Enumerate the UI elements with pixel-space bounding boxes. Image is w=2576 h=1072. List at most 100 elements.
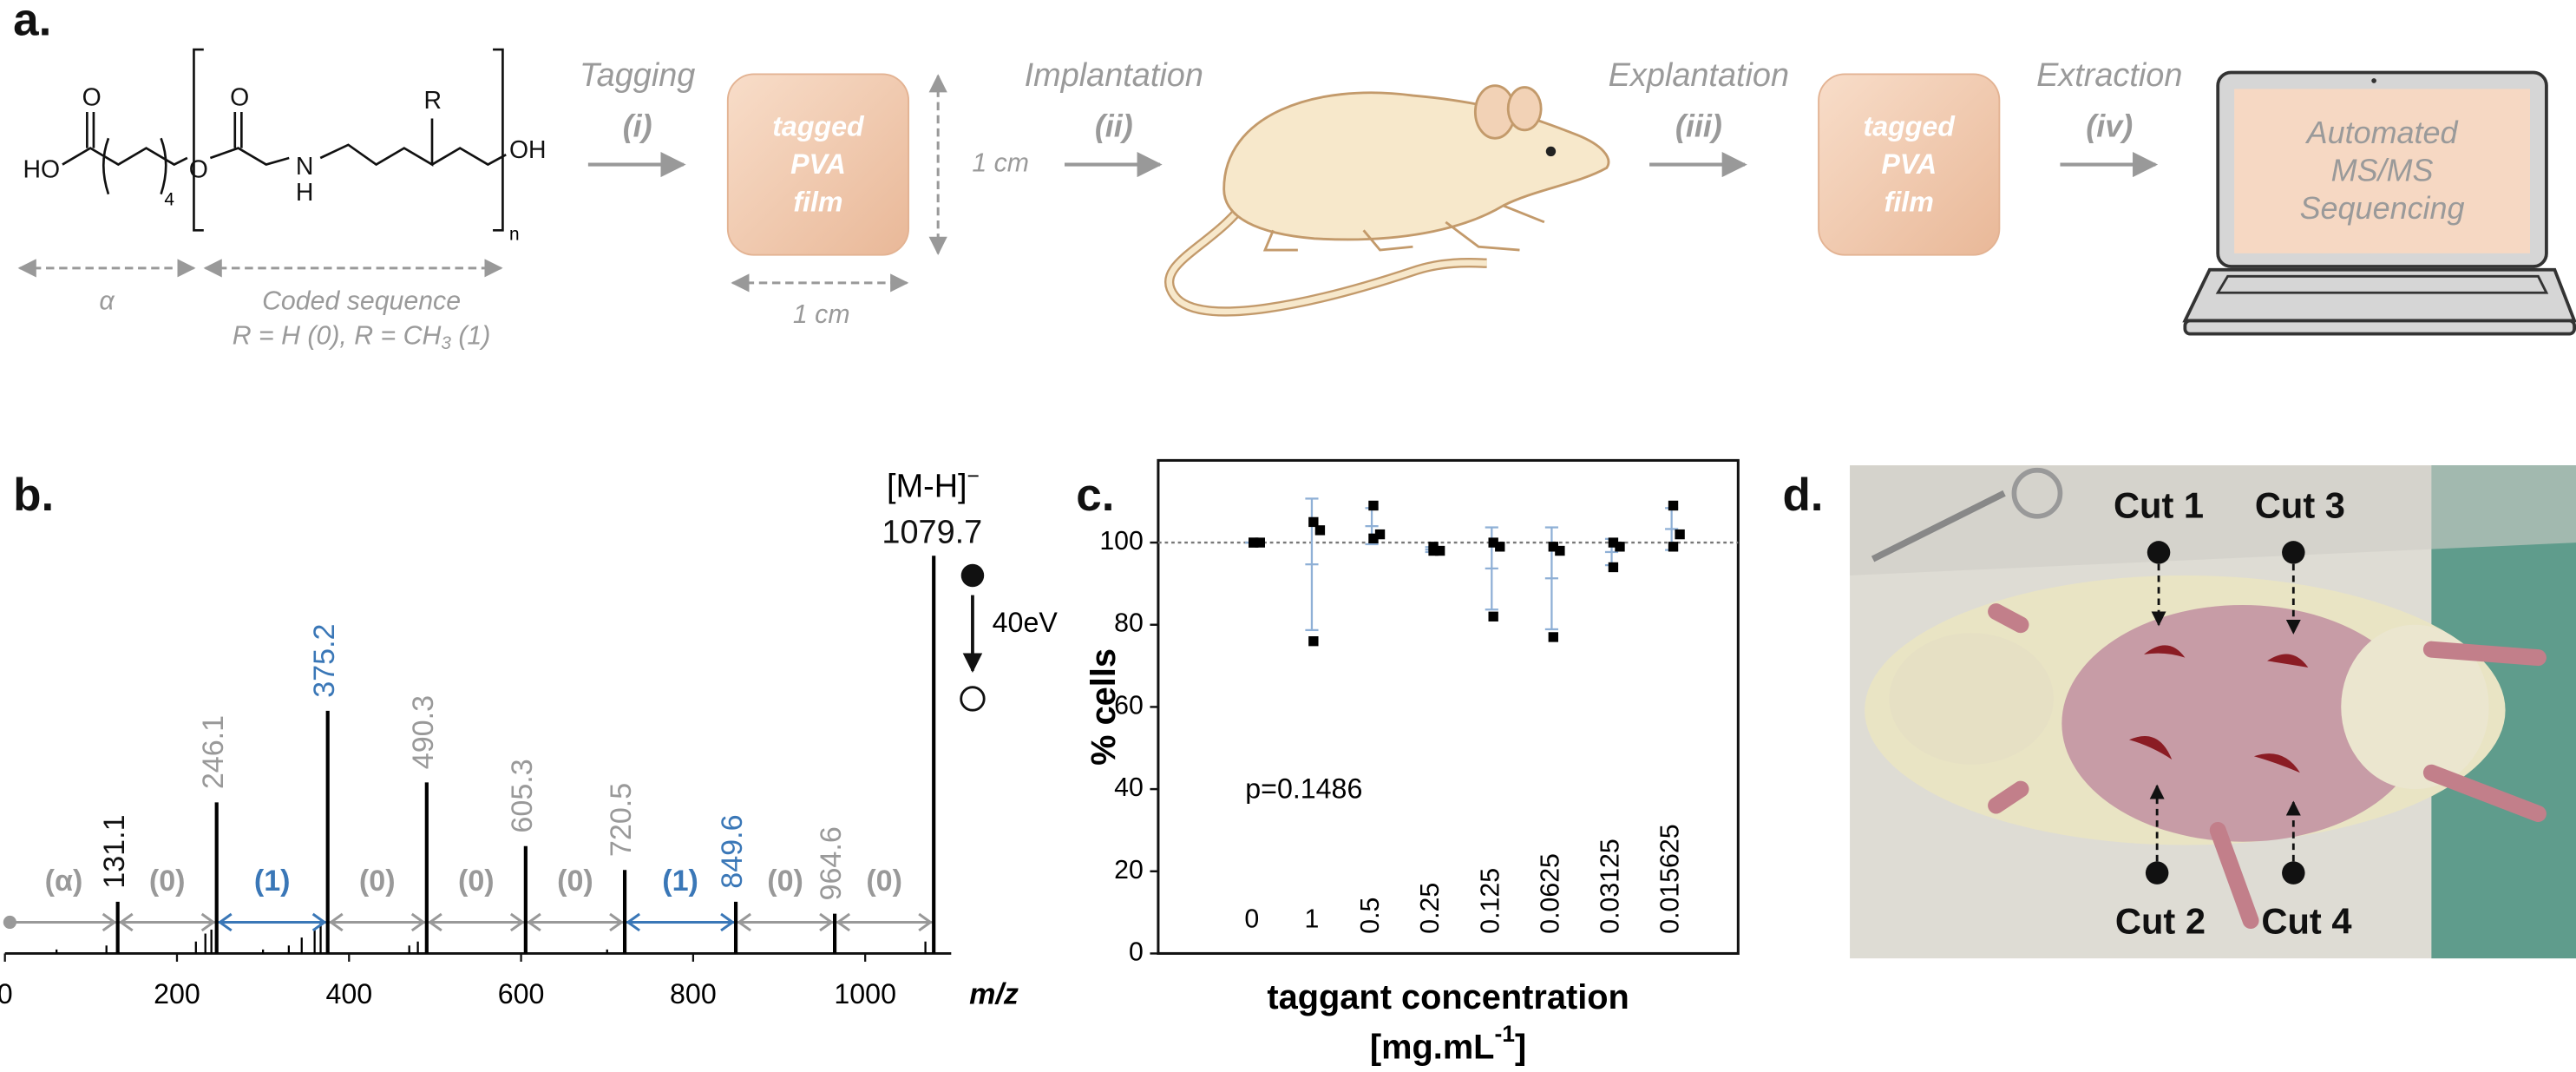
chevron [527,912,541,932]
chevron [836,912,851,932]
segment-label: (α) [45,865,83,898]
chevron [311,912,327,932]
data-point [1249,537,1259,548]
category-label: 0.25 [1416,883,1445,934]
data-point [1548,632,1558,642]
segment-label: (0) [458,865,495,898]
step-name: Explantation [1609,57,1789,94]
y-tick-label: 0 [1129,937,1144,966]
film [726,73,910,256]
cut-label: Cut 2 [2115,900,2206,941]
category-label: 0.5 [1356,898,1385,934]
coded-sequence: Coded sequence [262,287,461,316]
panel-label: d. [1782,470,1823,521]
data-point [1668,542,1679,552]
chevron [328,912,344,932]
peak-label: 490.3 [407,695,440,769]
data-point [1314,525,1326,536]
data-point [1608,562,1619,573]
atom: O [189,156,208,184]
data-point [1555,545,1565,556]
data-point [1368,533,1379,544]
subscript: 4 [164,190,174,210]
peak-label: 605.3 [506,759,539,832]
segment: (0) [328,865,426,932]
data-point [1615,542,1625,552]
panel-label: c. [1076,470,1114,521]
peak-label: 849.6 [716,814,749,888]
peak-label: 246.1 [197,715,230,789]
y-tick-label: 100 [1099,527,1144,556]
segment: (0) [527,865,624,932]
x-tick-label: 200 [154,978,200,1010]
data-point [1308,516,1319,528]
chevron [819,912,834,932]
peak-label: 720.5 [605,783,638,857]
atom: O [82,83,102,111]
chevron [427,912,442,932]
chevron [509,912,525,932]
screen-text: Sequencing [2300,190,2465,226]
data-point [1374,529,1386,540]
segment-label: (0) [767,865,803,898]
unit-end: ] [1515,1028,1526,1066]
segment: (0) [427,865,525,932]
y-axis-label: % cells [1085,648,1123,766]
start-point [3,915,16,930]
segment-label: (1) [662,865,698,898]
structure: HO O O O N H R OH 4 n [23,48,547,244]
category-label: 0.03125 [1596,839,1625,933]
step-num: (iii) [1675,108,1722,143]
precursor-ion [960,563,985,588]
atom: OH [509,136,547,164]
x-tick-label: 0 [0,978,13,1010]
film [1818,73,2001,256]
segment-label: (1) [254,865,291,898]
atom: O [230,83,249,111]
category-label: 0.015625 [1656,824,1685,933]
cut-label: Cut 1 [2114,484,2204,525]
segment: (1) [217,865,327,932]
y-tick-label: 40 [1114,773,1144,802]
segment: (α) [11,865,117,932]
category-label: 1 [1305,905,1320,934]
data-point [1255,537,1265,548]
step-name: Tagging [580,57,695,94]
category-label: 0 [1244,905,1259,934]
unit-text: [mg.mL [1370,1028,1495,1066]
segment: (0) [836,865,934,932]
chevron [626,912,640,932]
laptop [2182,70,2576,336]
data-point [1488,537,1498,548]
subscript: n [509,224,520,244]
panel-label: b. [13,470,54,521]
steps: Tagging (i) Implantation (ii) Explantati… [580,57,2182,178]
chevron [609,912,624,932]
y-tick-label: 20 [1114,856,1144,885]
step-name: Implantation [1025,57,1203,94]
data-point [1495,542,1505,552]
chevron [102,912,117,932]
segment: (1) [626,865,735,932]
data-point [1488,611,1498,621]
alpha-label: α [99,287,115,316]
film-text: PVA [1881,148,1937,180]
x-tick-label: 400 [325,978,372,1010]
film-text: PVA [790,148,846,180]
chevron [720,912,735,932]
step-num: (iv) [2086,108,2133,143]
data-point [1675,529,1685,540]
segment-label: (0) [866,865,902,898]
atom: H [296,179,314,207]
peak-label: 964.6 [815,826,848,900]
chevron [118,912,134,932]
peak-label: 1079.7 [882,515,982,551]
segment-label: (0) [359,865,396,898]
rat-illustration [1164,84,1610,317]
data-point [1368,500,1379,511]
film-text: tagged [772,110,865,141]
annotation: p=0.1486 [1245,773,1362,804]
panel-label: a. [13,0,51,46]
fragment-ion [960,686,986,712]
plot-frame [1157,458,1740,955]
